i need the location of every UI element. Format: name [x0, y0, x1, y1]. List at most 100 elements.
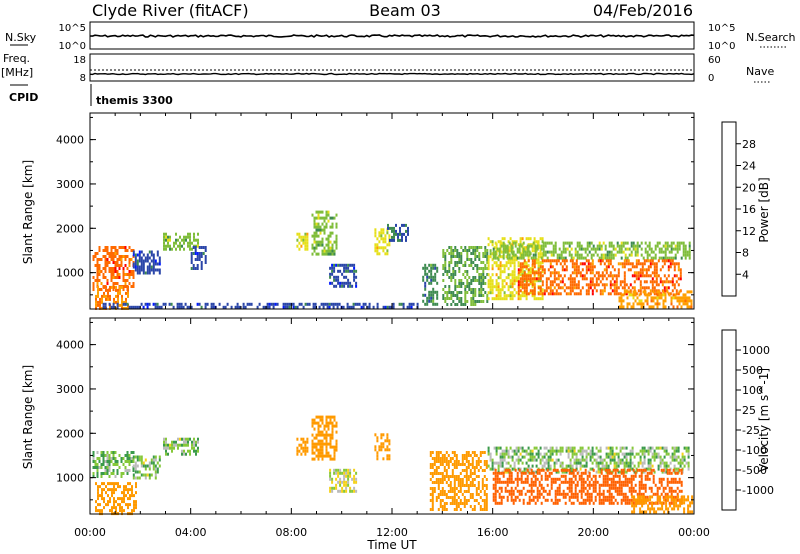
- heatmap-cell: [197, 449, 199, 453]
- heatmap-cell: [618, 247, 621, 251]
- heatmap-cell: [337, 468, 340, 472]
- heatmap-cell: [684, 250, 687, 254]
- heatmap-cell: [491, 291, 494, 295]
- heatmap-cell: [506, 468, 509, 472]
- heatmap-cell: [483, 499, 486, 502]
- heatmap-cell: [333, 263, 336, 267]
- heatmap-cell: [690, 290, 693, 294]
- heatmap-cell: [124, 466, 127, 469]
- heatmap-cell: [424, 266, 427, 270]
- heatmap-cell: [678, 241, 681, 245]
- heatmap-cell: [605, 271, 608, 275]
- heatmap-cell: [572, 501, 575, 505]
- heatmap-cell: [321, 415, 324, 419]
- heatmap-cell: [436, 269, 439, 273]
- heatmap-cell: [491, 267, 494, 271]
- heatmap-cell: [665, 501, 668, 505]
- heatmap-cell: [549, 449, 552, 453]
- heatmap-cell: [666, 247, 669, 251]
- heatmap-cell: [519, 240, 522, 244]
- heatmap-cell: [519, 283, 522, 287]
- heatmap-cell: [633, 280, 636, 284]
- heatmap-cell: [605, 277, 608, 281]
- heatmap-cell: [95, 482, 97, 486]
- heatmap-cell: [386, 249, 389, 253]
- heatmap-cell: [618, 474, 621, 478]
- heatmap-cell: [541, 294, 544, 298]
- heatmap-cell: [98, 288, 101, 291]
- heatmap-cell: [507, 240, 510, 244]
- heatmap-cell: [424, 269, 427, 273]
- heatmap-cell: [152, 302, 155, 306]
- heatmap-cell: [493, 261, 496, 265]
- heatmap-cell: [439, 481, 442, 484]
- heatmap-cell: [102, 267, 105, 270]
- heatmap-cell: [468, 285, 471, 288]
- heatmap-cell: [134, 455, 137, 459]
- heatmap-cell: [131, 494, 133, 498]
- heatmap-cell: [627, 262, 630, 266]
- heatmap-cell: [541, 464, 544, 468]
- heatmap-cell: [120, 264, 123, 267]
- heatmap-cell: [600, 244, 603, 248]
- heatmap-cell: [625, 464, 628, 468]
- heatmap-cell: [649, 274, 652, 278]
- heatmap-cell: [451, 469, 454, 472]
- heatmap-cell: [146, 473, 149, 477]
- heatmap-cell: [645, 510, 648, 514]
- heatmap-cell: [422, 278, 425, 282]
- heatmap-cell: [622, 492, 625, 496]
- heatmap-cell: [673, 507, 676, 511]
- heatmap-cell: [615, 286, 618, 290]
- heatmap-cell: [627, 461, 630, 465]
- heatmap-cell: [136, 262, 139, 266]
- heatmap-cell: [513, 273, 516, 277]
- heatmap-cell: [335, 222, 338, 226]
- heatmap-cell: [134, 265, 137, 269]
- heatmap-cell: [646, 244, 649, 248]
- heatmap-cell: [603, 268, 606, 272]
- heatmap-cell: [327, 243, 330, 247]
- heatmap-cell: [571, 452, 574, 456]
- heatmap-cell: [492, 498, 495, 502]
- nave-label: Nave: [746, 65, 774, 78]
- heatmap-cell: [325, 415, 328, 419]
- heatmap-cell: [544, 498, 547, 502]
- heatmap-cell: [112, 252, 115, 255]
- heatmap-cell: [505, 449, 508, 453]
- heatmap-cell: [513, 255, 516, 259]
- heatmap-cell: [634, 474, 637, 478]
- heatmap-cell: [382, 457, 385, 461]
- heatmap-cell: [525, 237, 528, 241]
- heatmap-cell: [131, 488, 133, 492]
- heatmap-cell: [622, 471, 625, 475]
- heatmap-cell: [639, 455, 642, 459]
- heatmap-cell: [627, 464, 630, 468]
- heatmap-cell: [673, 464, 676, 468]
- heatmap-cell: [194, 267, 197, 270]
- heatmap-cell: [480, 294, 483, 297]
- heatmap-cell: [343, 489, 346, 493]
- heatmap-cell: [609, 455, 612, 459]
- heatmap-cell: [676, 498, 679, 502]
- heatmap-cell: [539, 237, 542, 241]
- heatmap-cell: [525, 283, 528, 287]
- heatmap-cell: [540, 486, 543, 490]
- heatmap-cell: [620, 293, 623, 297]
- heatmap-cell: [667, 507, 670, 511]
- heatmap-cell: [493, 285, 496, 289]
- heatmap-cell: [98, 457, 101, 460]
- heatmap-cell: [106, 264, 109, 267]
- heatmap-cell: [565, 464, 568, 468]
- heatmap-cell: [519, 280, 522, 284]
- heatmap-cell: [647, 265, 650, 269]
- heatmap-cell: [622, 468, 625, 472]
- heatmap-cell: [651, 501, 654, 505]
- heatmap-cell: [670, 250, 673, 254]
- heatmap-cell: [654, 483, 657, 487]
- heatmap-cell: [118, 276, 121, 279]
- heatmap-cell: [494, 241, 497, 245]
- heatmap-cell: [341, 272, 344, 276]
- heatmap-cell: [339, 489, 342, 493]
- heatmap-cell: [551, 292, 554, 296]
